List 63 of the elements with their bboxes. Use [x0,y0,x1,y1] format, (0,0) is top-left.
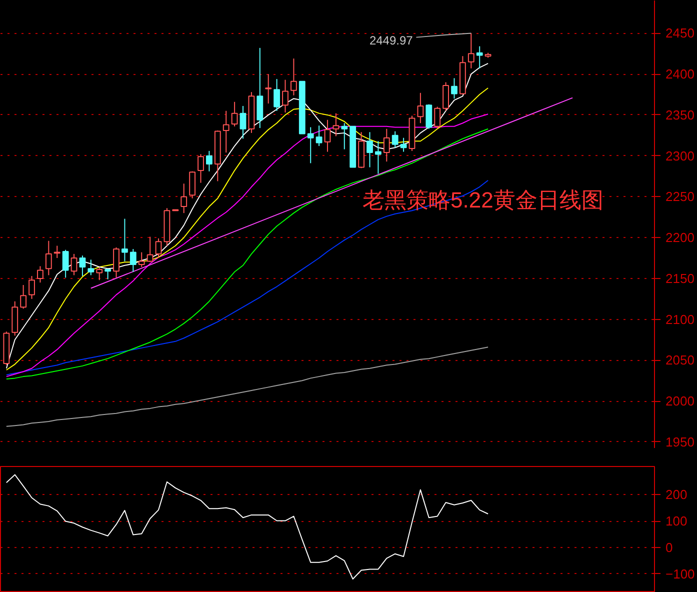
candlestick [374,140,382,174]
candlestick [307,126,314,164]
y-tick-label: −100 [666,566,695,582]
candlestick [122,218,128,262]
y-tick-label: 2100 [666,312,694,327]
candlestick [96,267,103,281]
candlestick [417,92,424,124]
y-tick-label: 1950 [666,434,694,450]
candlestick [392,130,398,148]
line-series [6,474,489,580]
candlestick [138,252,145,268]
candlestick [130,248,136,272]
candlestick [426,104,432,130]
candlestick [146,236,154,263]
candlestick [442,82,449,112]
candlestick [290,58,297,96]
candlestick [222,110,230,154]
candlestick [28,276,35,300]
y-tick-label: 2450 [666,26,694,41]
candlestick [113,246,120,278]
candlestick [37,266,44,284]
candlestick [62,249,69,278]
candlestick [316,125,322,147]
y-tick-label: 2250 [666,189,694,204]
candlestick [282,79,288,113]
candlestick [45,240,52,276]
y-tick-label: 200 [666,487,688,502]
candlestick [206,150,212,172]
candlestick [434,106,441,130]
candlestick [70,253,78,276]
candlestick [476,46,483,69]
candlestick [451,78,458,100]
annotation: 2449.97 [369,33,414,48]
candlestick [383,128,390,162]
y-tick-label: 2150 [666,270,694,286]
candlestick [20,284,27,310]
y-tick-label: 2300 [666,148,694,164]
candlestick [198,154,204,184]
y-tick-label: 2350 [666,107,694,122]
line-series [6,346,489,427]
candlestick [468,32,474,69]
candlestick [88,259,94,276]
candlestick [341,122,348,150]
candlestick [400,137,407,152]
candlestick [155,238,162,259]
candlestick [104,268,112,280]
y-tick-label: 2000 [666,394,694,409]
candlestick [180,183,188,214]
candlestick [79,255,86,277]
y-tick-label: 2050 [666,352,694,368]
y-tick-label: 2200 [666,230,694,246]
y-tick-label: 0 [666,540,673,555]
candlestick [189,170,196,199]
y-tick-label: 2400 [666,66,694,82]
y-tick-label: 100 [666,514,688,529]
candlestick [274,78,280,112]
candlestick [324,119,331,152]
candlestick [240,105,246,140]
candlestick [265,74,272,104]
candlestick [231,101,238,127]
candlestick [332,112,340,137]
candlestick [256,47,264,129]
candlestick [366,132,373,168]
